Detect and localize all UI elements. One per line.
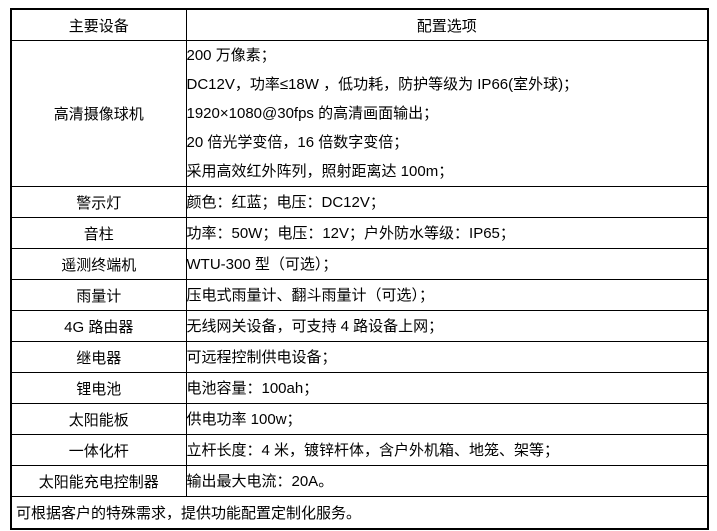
config-line: 输出最大电流：20A。 xyxy=(186,472,334,490)
config-options-cell: 输出最大电流：20A。 xyxy=(185,465,709,497)
device-name-cell: 4G 路由器 xyxy=(10,310,187,342)
config-line: DC12V，功率≤18W ，低功耗，防护等级为 IP66(室外球)； xyxy=(186,76,579,93)
device-name-cell: 音柱 xyxy=(10,217,187,249)
table-row: 音柱 功率：50W；电压：12V；户外防水等级：IP65； xyxy=(10,217,709,249)
config-options-cell: 立杆长度：4 米，镀锌杆体，含户外机箱、地笼、架等； xyxy=(185,434,709,466)
config-line: 立杆长度：4 米，镀锌杆体，含户外机箱、地笼、架等； xyxy=(186,441,560,459)
config-options-cell: 电池容量：100ah； xyxy=(185,372,709,404)
config-options-cell: 无线网关设备，可支持 4 路设备上网； xyxy=(185,310,709,342)
footer-note: 可根据客户的特殊需求，提供功能配置定制化服务。 xyxy=(10,496,709,530)
table-row: 太阳能板 供电功率 100w； xyxy=(10,403,709,435)
table-row: 高清摄像球机 200 万像素； DC12V，功率≤18W ，低功耗，防护等级为 IP… xyxy=(10,40,709,187)
config-options-cell: 200 万像素； DC12V，功率≤18W ，低功耗，防护等级为 IP66(室外球… xyxy=(185,40,709,187)
device-name-cell: 遥测终端机 xyxy=(10,248,187,280)
equipment-spec-table: 主要设备 配置选项 高清摄像球机 200 万像素； DC12V，功率≤18W ，低功… xyxy=(10,8,709,530)
config-line: 功率：50W；电压：12V；户外防水等级：IP65； xyxy=(186,224,515,242)
config-line: 供电功率 100w； xyxy=(186,410,302,428)
config-options-cell: 可远程控制供电设备； xyxy=(185,341,709,373)
config-line: 颜色：红蓝；电压：DC12V； xyxy=(186,193,385,211)
table-row: 警示灯 颜色：红蓝；电压：DC12V； xyxy=(10,186,709,218)
device-name-cell: 高清摄像球机 xyxy=(10,40,187,187)
config-options-cell: 颜色：红蓝；电压：DC12V； xyxy=(185,186,709,218)
table-row: 雨量计 压电式雨量计、翻斗雨量计（可选）； xyxy=(10,279,709,311)
config-line: 采用高效红外阵列，照射距离达 100m； xyxy=(186,163,454,180)
config-line: 200 万像素； xyxy=(186,47,276,64)
table-row: 遥测终端机 WTU-300 型（可选）； xyxy=(10,248,709,280)
device-name-cell: 继电器 xyxy=(10,341,187,373)
table-row: 继电器 可远程控制供电设备； xyxy=(10,341,709,373)
table-row: 锂电池 电池容量：100ah； xyxy=(10,372,709,404)
config-options-cell: 功率：50W；电压：12V；户外防水等级：IP65； xyxy=(185,217,709,249)
table-row: 4G 路由器 无线网关设备，可支持 4 路设备上网； xyxy=(10,310,709,342)
device-name-cell: 警示灯 xyxy=(10,186,187,218)
config-line: WTU-300 型（可选）； xyxy=(186,255,338,273)
table-row: 太阳能充电控制器 输出最大电流：20A。 xyxy=(10,465,709,497)
config-options-cell: WTU-300 型（可选）； xyxy=(185,248,709,280)
config-line: 20 倍光学变倍，16 倍数字变倍； xyxy=(186,134,409,151)
config-line: 压电式雨量计、翻斗雨量计（可选）； xyxy=(186,286,435,304)
table-header-row: 主要设备 配置选项 xyxy=(10,8,709,41)
device-name-cell: 太阳能板 xyxy=(10,403,187,435)
device-name-cell: 雨量计 xyxy=(10,279,187,311)
config-options-cell: 供电功率 100w； xyxy=(185,403,709,435)
header-device-column: 主要设备 xyxy=(10,8,187,41)
equipment-spec-table-container: 主要设备 配置选项 高清摄像球机 200 万像素； DC12V，功率≤18W ，低功… xyxy=(10,8,709,530)
config-line: 电池容量：100ah； xyxy=(186,379,319,397)
device-name-cell: 太阳能充电控制器 xyxy=(10,465,187,497)
table-footer-row: 可根据客户的特殊需求，提供功能配置定制化服务。 xyxy=(10,496,709,530)
device-name-cell: 锂电池 xyxy=(10,372,187,404)
config-line: 1920×1080@30fps 的高清画面输出； xyxy=(186,105,439,122)
header-config-column: 配置选项 xyxy=(185,8,709,41)
config-options-cell: 压电式雨量计、翻斗雨量计（可选）； xyxy=(185,279,709,311)
table-row: 一体化杆 立杆长度：4 米，镀锌杆体，含户外机箱、地笼、架等； xyxy=(10,434,709,466)
device-name-cell: 一体化杆 xyxy=(10,434,187,466)
config-line: 可远程控制供电设备； xyxy=(186,348,337,366)
config-line: 无线网关设备，可支持 4 路设备上网； xyxy=(186,317,444,335)
